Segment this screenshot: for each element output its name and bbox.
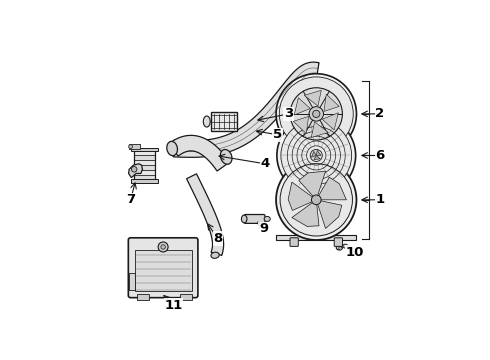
Text: 10: 10 [346,246,364,259]
Polygon shape [187,174,223,255]
Bar [129,144,140,149]
Ellipse shape [264,216,270,221]
Ellipse shape [220,149,232,164]
Text: 7: 7 [126,193,135,206]
Circle shape [128,145,132,149]
FancyBboxPatch shape [128,238,198,298]
Text: 6: 6 [375,149,385,162]
Bar [276,113,356,117]
Circle shape [131,167,137,172]
Text: 2: 2 [375,107,385,120]
Ellipse shape [211,252,219,258]
Ellipse shape [336,246,343,250]
FancyBboxPatch shape [334,238,343,246]
Text: 1: 1 [375,193,385,206]
Circle shape [279,77,353,151]
Polygon shape [314,156,320,159]
Polygon shape [173,62,319,157]
Circle shape [280,164,352,236]
Bar [211,112,237,131]
Circle shape [161,245,165,249]
Bar [134,160,155,165]
Polygon shape [316,150,321,156]
FancyBboxPatch shape [290,238,298,246]
Text: 4: 4 [260,157,270,170]
Text: 11: 11 [164,299,183,312]
Polygon shape [169,135,230,171]
Circle shape [290,88,343,140]
Bar [131,179,158,183]
Polygon shape [294,116,309,134]
Bar [276,235,356,240]
Ellipse shape [242,215,247,223]
Bar [134,165,155,170]
Polygon shape [311,122,328,138]
Polygon shape [294,98,310,115]
Polygon shape [292,202,319,226]
Circle shape [310,149,322,162]
Bar [131,148,158,151]
Text: 8: 8 [213,232,222,245]
Polygon shape [324,94,339,111]
Polygon shape [322,113,338,130]
Bar [134,150,155,155]
Bar [134,170,155,175]
FancyBboxPatch shape [244,215,265,223]
Circle shape [309,107,323,121]
Bar [134,175,155,180]
Text: 3: 3 [284,107,293,120]
Bar [180,294,192,301]
Circle shape [312,195,321,204]
Circle shape [313,110,320,117]
Polygon shape [288,182,314,211]
Circle shape [281,120,352,191]
Bar [129,273,135,290]
Polygon shape [317,200,342,229]
Ellipse shape [343,244,348,248]
Text: 9: 9 [259,222,268,235]
Circle shape [276,74,356,154]
Ellipse shape [203,116,210,127]
Bar [135,250,192,291]
Circle shape [277,116,356,195]
Polygon shape [299,171,325,198]
Circle shape [276,159,356,240]
Ellipse shape [167,141,177,156]
Circle shape [339,247,342,250]
Polygon shape [311,151,316,157]
Bar [134,155,155,160]
Polygon shape [318,177,346,200]
Polygon shape [128,164,143,177]
Text: 5: 5 [273,128,282,141]
Circle shape [158,242,168,252]
Bar [138,294,148,301]
Polygon shape [304,90,321,106]
